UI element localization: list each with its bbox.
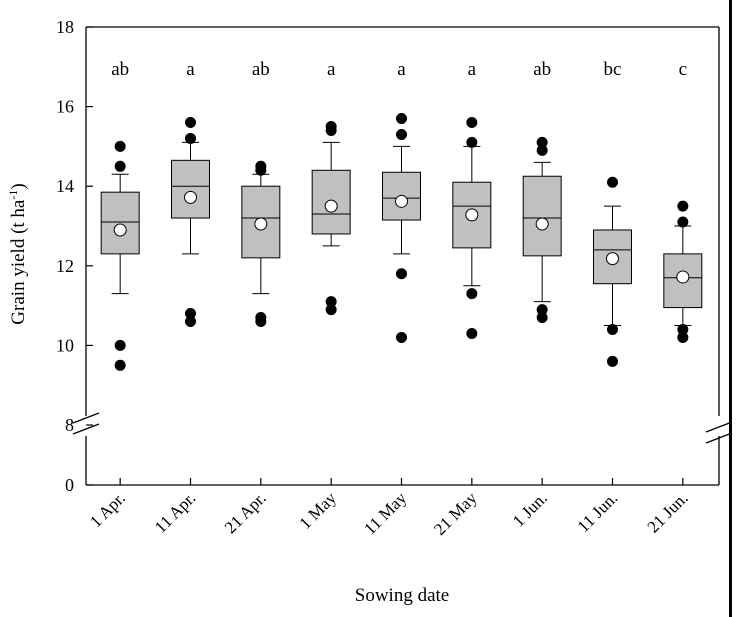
axis-break-slash (705, 421, 733, 433)
box-iqr (171, 159, 210, 219)
y-tick-label: 14 (56, 176, 74, 196)
y-axis: 0 8 10 12 14 16 18 (56, 17, 93, 495)
outlier-point (185, 117, 196, 129)
outlier-point (396, 268, 407, 280)
outlier-point (607, 176, 618, 188)
x-axis-label: Sowing date (355, 585, 449, 606)
mean-marker (324, 199, 338, 213)
y-tick-label: 0 (65, 475, 74, 495)
box-iqr (241, 185, 281, 259)
mean-marker (184, 190, 197, 204)
x-axis: 1 Apr. 11 Apr. 21 Apr. 1 May 11 May 21 May 1 J… (86, 478, 692, 539)
x-tick-label: 21 Jun. (643, 488, 691, 536)
significance-letter: a (327, 59, 336, 80)
outlier-point (536, 136, 548, 148)
significance-letter: c (679, 59, 687, 80)
mean-marker (395, 194, 408, 208)
significance-letter: a (468, 59, 477, 80)
page-edge-rule (729, 0, 732, 617)
outlier-point (255, 316, 267, 328)
outlier-point (536, 304, 548, 316)
significance-letter: a (186, 59, 195, 80)
outlier-point (466, 136, 478, 148)
outlier-point (607, 355, 618, 367)
outlier-point (466, 327, 478, 339)
box-group: a (311, 59, 351, 316)
box-group: a (171, 59, 210, 328)
outlier-point (114, 160, 126, 172)
outlier-point (396, 128, 407, 140)
axis-break-slash (72, 423, 100, 435)
box-group: c (663, 59, 703, 343)
axis-break-slash (72, 412, 100, 424)
box-group: ab (522, 59, 562, 324)
outlier-point (325, 296, 337, 308)
significance-letter: ab (111, 59, 129, 80)
outlier-point (677, 200, 689, 212)
x-tick-label: 11 May (360, 488, 410, 538)
box-group: a (452, 59, 492, 339)
y-axis-label: Grain yield (t ha-1) (6, 183, 29, 324)
y-tick-label: 16 (56, 97, 74, 117)
axis-break-marks (72, 412, 733, 444)
x-tick-label: 21 May (430, 488, 481, 539)
outlier-point (114, 339, 126, 351)
x-tick-label: 1 Apr. (86, 488, 129, 531)
box-group: a (382, 59, 421, 343)
plot-frame (85, 26, 720, 486)
outlier-point (185, 308, 196, 320)
mean-marker (254, 217, 268, 231)
outlier-point (466, 117, 478, 129)
x-tick-label: 1 May (296, 488, 341, 533)
outlier-point (185, 316, 196, 328)
box-iqr (522, 175, 562, 257)
outlier-point (325, 124, 337, 136)
mean-marker (676, 270, 690, 284)
x-tick-label: 11 Jun. (574, 488, 622, 536)
mean-marker (465, 208, 479, 222)
axis-break-slash (705, 432, 733, 444)
outlier-point (466, 288, 478, 300)
outlier-point (677, 216, 689, 228)
significance-letter: a (397, 59, 406, 80)
outlier-point (114, 359, 126, 371)
significance-letter: ab (252, 59, 270, 80)
y-tick-label: 10 (56, 335, 74, 355)
outlier-point (396, 113, 407, 125)
outlier-point (325, 304, 337, 316)
outlier-point (255, 164, 267, 176)
outlier-point (677, 323, 689, 335)
outlier-point (677, 331, 689, 343)
box-group: bc (593, 59, 632, 367)
outlier-point (607, 323, 618, 335)
box-group: ab (100, 59, 140, 371)
mean-marker (113, 223, 127, 237)
box-group: ab (241, 59, 281, 328)
outlier-point (536, 144, 548, 156)
x-tick-label: 21 Apr. (221, 488, 270, 537)
x-tick-label: 11 Apr. (151, 488, 199, 536)
box-iqr (100, 191, 140, 255)
significance-letter: ab (533, 59, 551, 80)
y-tick-label: 12 (56, 256, 74, 276)
boxes-layer: ab a ab a a a ab bc c (100, 59, 703, 371)
significance-letter: bc (604, 59, 622, 80)
mean-marker (606, 252, 619, 266)
y-tick-label: 18 (56, 17, 74, 37)
y-tick-label: 8 (65, 415, 74, 435)
mean-marker (535, 217, 549, 231)
outlier-point (536, 312, 548, 324)
x-tick-label: 1 Jun. (509, 488, 551, 530)
outlier-point (185, 132, 196, 144)
outlier-point (114, 140, 126, 152)
outlier-point (396, 331, 407, 343)
